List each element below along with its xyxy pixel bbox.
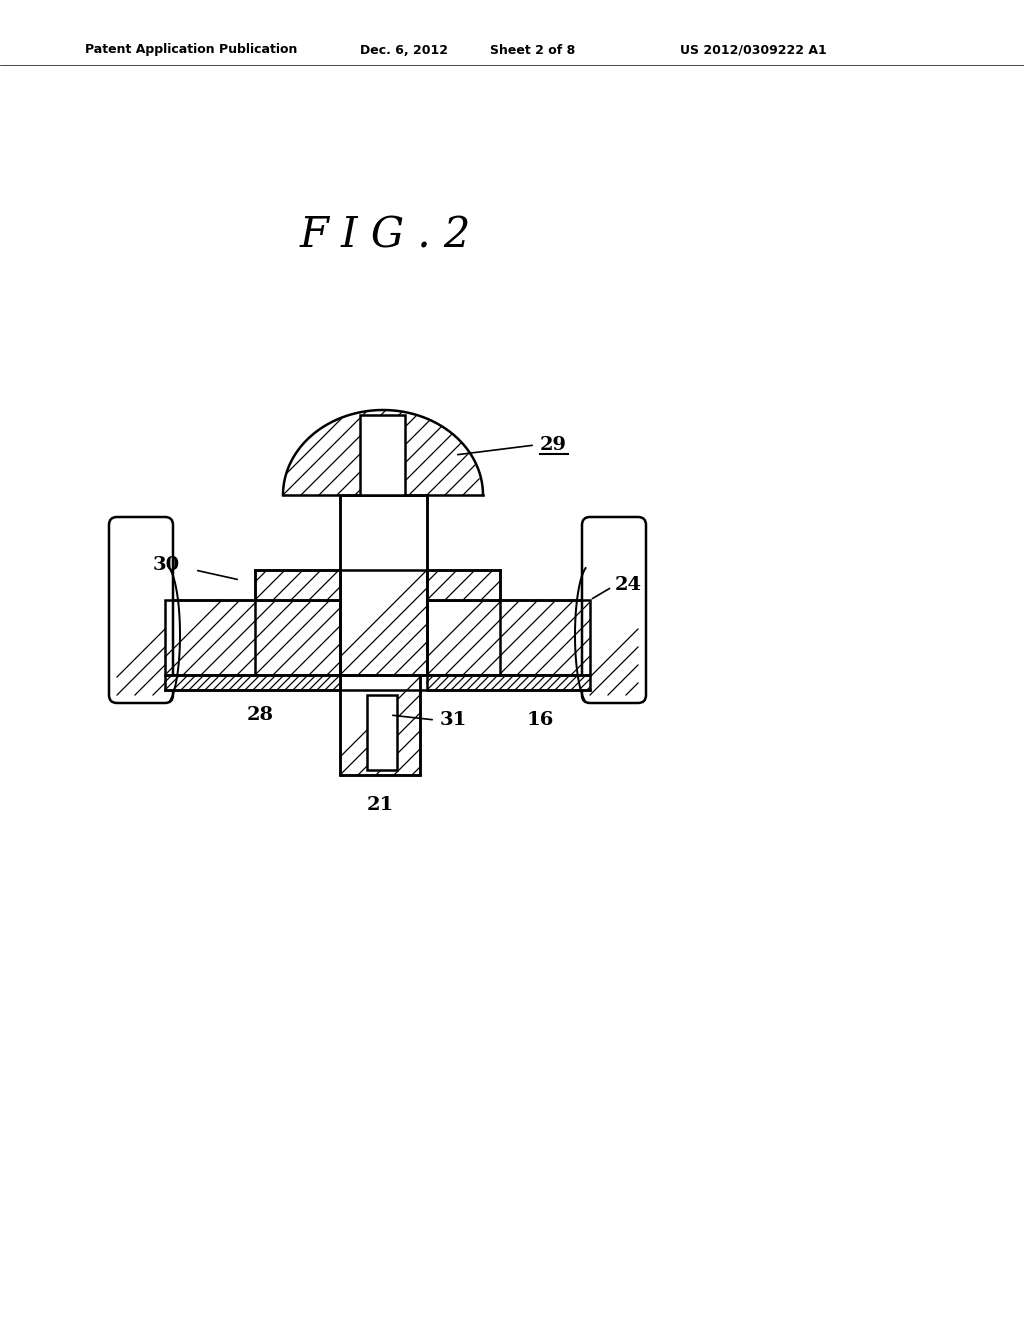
Text: F I G . 2: F I G . 2 <box>299 214 471 256</box>
Bar <box>340 675 420 775</box>
Bar <box>340 495 427 675</box>
Text: Dec. 6, 2012: Dec. 6, 2012 <box>360 44 449 57</box>
Bar <box>360 414 406 495</box>
Bar <box>340 495 427 675</box>
FancyBboxPatch shape <box>109 517 173 704</box>
Bar <box>165 601 340 675</box>
Text: 29: 29 <box>540 436 567 454</box>
Text: 24: 24 <box>615 576 642 594</box>
Bar <box>427 601 590 675</box>
Bar <box>427 570 500 601</box>
Wedge shape <box>283 395 483 495</box>
Text: 16: 16 <box>526 711 554 729</box>
Bar <box>427 601 590 675</box>
Bar <box>367 696 397 770</box>
Bar <box>340 675 420 775</box>
Text: 21: 21 <box>367 796 393 814</box>
Bar <box>255 570 340 601</box>
Text: 31: 31 <box>440 711 467 729</box>
Text: Sheet 2 of 8: Sheet 2 of 8 <box>490 44 575 57</box>
Text: 30: 30 <box>153 556 180 574</box>
Bar <box>427 675 590 690</box>
Text: 28: 28 <box>247 706 273 723</box>
Bar <box>165 675 340 690</box>
Bar <box>165 601 340 675</box>
FancyBboxPatch shape <box>582 517 646 704</box>
Text: US 2012/0309222 A1: US 2012/0309222 A1 <box>680 44 826 57</box>
Text: Patent Application Publication: Patent Application Publication <box>85 44 297 57</box>
